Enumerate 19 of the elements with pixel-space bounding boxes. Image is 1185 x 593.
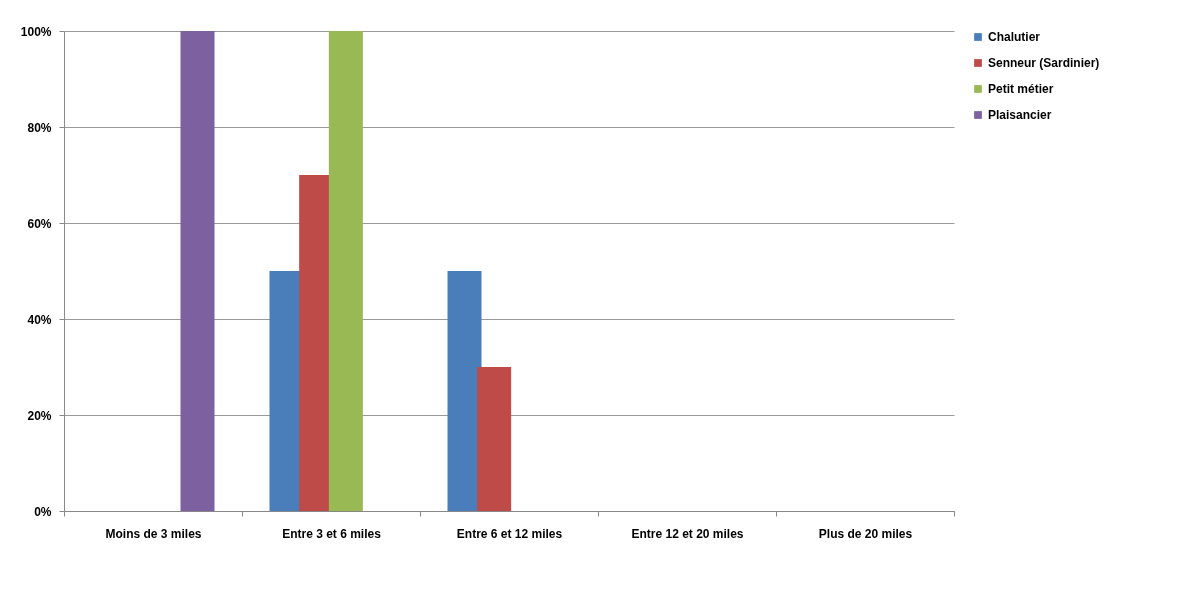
bar — [328, 31, 363, 511]
x-tick-label: Entre 6 et 12 miles — [456, 526, 563, 541]
y-tick-label: 80% — [27, 120, 52, 135]
legend-label: Chalutier — [988, 30, 1041, 44]
y-tick-label: 20% — [27, 408, 52, 423]
legend-label: Plaisancier — [988, 108, 1052, 122]
y-tick-label: 100% — [20, 24, 52, 39]
legend-label: Senneur (Sardinier) — [988, 56, 1100, 70]
legend-label: Petit métier — [988, 82, 1054, 96]
x-tick-label: Moins de 3 miles — [105, 526, 202, 541]
y-tick-label: 40% — [27, 312, 52, 327]
x-tick-label: Plus de 20 miles — [818, 526, 913, 541]
bar — [180, 31, 215, 511]
x-tick-label: Entre 12 et 20 miles — [631, 526, 744, 541]
y-tick-label: 60% — [27, 216, 52, 231]
y-tick-label: 0% — [34, 504, 52, 519]
bar — [447, 271, 482, 511]
bar — [477, 367, 512, 511]
x-tick-label: Entre 3 et 6 miles — [282, 526, 382, 541]
